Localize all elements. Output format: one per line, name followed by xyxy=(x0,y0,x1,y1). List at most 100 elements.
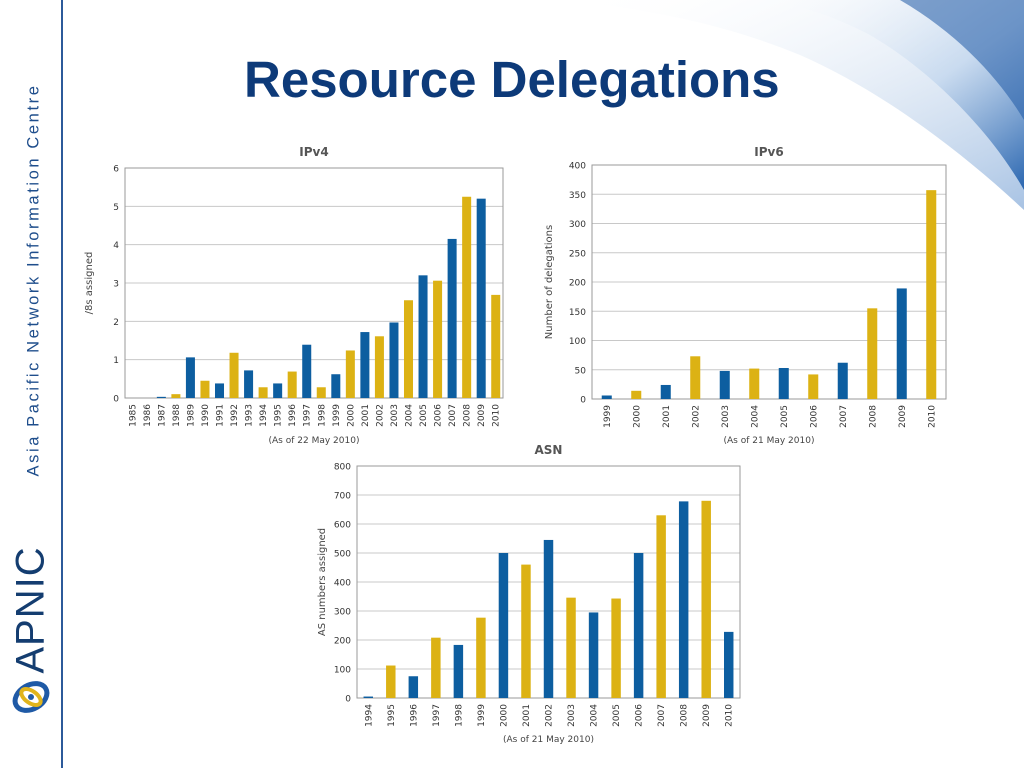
page-title: Resource Delegations xyxy=(244,51,780,108)
x-tick-label: 1985 xyxy=(128,404,138,427)
bar-2010 xyxy=(724,631,734,698)
bar-1998 xyxy=(453,644,464,698)
x-tick-label: 1994 xyxy=(364,704,374,727)
plot-frame xyxy=(591,164,947,400)
bar-1987 xyxy=(156,396,166,398)
x-tick-label: 1988 xyxy=(172,404,182,427)
sidebar-divider xyxy=(61,0,63,768)
y-axis-label: Number of delegations xyxy=(544,225,555,339)
bar-1991 xyxy=(214,383,225,398)
y-tick-label: 0 xyxy=(345,695,351,705)
x-tick-label: 1995 xyxy=(387,704,397,727)
y-tick-label: 5 xyxy=(113,203,119,213)
x-tick-label: 2000 xyxy=(632,405,642,428)
x-tick-label: 1997 xyxy=(303,404,313,427)
x-tick-label: 2004 xyxy=(405,404,415,427)
x-tick-label: 1995 xyxy=(274,404,284,427)
bar-1999 xyxy=(476,617,486,698)
bar-1997 xyxy=(302,344,312,398)
plot-frame xyxy=(124,167,504,399)
bar-1996 xyxy=(408,676,419,698)
y-tick-label: 3 xyxy=(113,280,119,290)
y-tick-label: 0 xyxy=(580,396,586,406)
bar-2003 xyxy=(389,322,399,398)
y-tick-label: 300 xyxy=(569,220,586,230)
x-tick-label: 1997 xyxy=(432,704,442,727)
x-tick-label: 2006 xyxy=(809,405,819,428)
bar-2009 xyxy=(896,288,907,399)
x-tick-label: 2000 xyxy=(346,404,356,427)
bar-1999 xyxy=(601,395,612,399)
bar-1995 xyxy=(273,383,283,398)
bar-2006 xyxy=(808,374,819,399)
x-tick-label: 2006 xyxy=(434,404,444,427)
bar-2005 xyxy=(611,598,621,698)
bar-1999 xyxy=(331,374,341,398)
bar-1992 xyxy=(229,352,239,398)
bar-1994 xyxy=(363,696,373,698)
bar-2009 xyxy=(476,198,486,398)
asn-chart: ASN 0 100 200 300 400 500 600 700 800 AS numbers a… xyxy=(317,443,741,745)
x-tick-label: 2009 xyxy=(898,405,908,428)
x-tick-label: 1987 xyxy=(157,404,167,427)
bar-2004 xyxy=(749,368,760,399)
y-tick-label: 100 xyxy=(569,337,586,347)
x-tick-label: 2000 xyxy=(499,704,509,727)
x-tick-label: 2008 xyxy=(868,405,878,428)
y-tick-label: 0 xyxy=(113,395,119,405)
y-tick-label: 200 xyxy=(334,637,351,647)
y-tick-label: 100 xyxy=(334,666,351,676)
bar-2000 xyxy=(345,350,355,398)
bar-2007 xyxy=(837,362,848,399)
bar-1988 xyxy=(171,394,181,398)
x-tick-label: 2004 xyxy=(750,405,760,428)
bar-1993 xyxy=(244,370,254,398)
x-tick-label: 2006 xyxy=(635,704,645,727)
x-tick-label: 2005 xyxy=(780,405,790,428)
chart-title: IPv4 xyxy=(299,145,328,159)
y-axis-label: AS numbers assigned xyxy=(317,528,328,636)
bar-2001 xyxy=(660,384,671,399)
bar-2000 xyxy=(631,390,642,399)
y-tick-label: 200 xyxy=(569,279,586,289)
bar-2008 xyxy=(867,308,878,399)
y-tick-label: 500 xyxy=(334,550,351,560)
x-tick-label: 1992 xyxy=(230,404,240,427)
chart-title: ASN xyxy=(535,443,563,457)
x-tick-label: 2005 xyxy=(419,404,429,427)
x-tick-label: 2004 xyxy=(590,704,600,727)
x-tick-label: 1999 xyxy=(477,704,487,727)
x-tick-label: 2002 xyxy=(375,404,385,427)
bar-2008 xyxy=(462,196,472,398)
x-tick-label: 2007 xyxy=(839,405,849,428)
x-tick-label: 1998 xyxy=(454,704,464,727)
as-of-note: (As of 21 May 2010) xyxy=(724,436,815,446)
bar-1990 xyxy=(200,380,210,398)
bar-2004 xyxy=(403,300,414,398)
apnic-logo-text: APNIC xyxy=(8,546,53,674)
x-tick-label: 2010 xyxy=(492,404,502,427)
x-tick-label: 1993 xyxy=(245,404,255,427)
x-tick-label: 2009 xyxy=(477,404,487,427)
x-tick-label: 2008 xyxy=(463,404,473,427)
x-tick-label: 2009 xyxy=(702,704,712,727)
bar-2004 xyxy=(588,612,599,698)
x-tick-label: 2008 xyxy=(680,704,690,727)
x-tick-label: 1990 xyxy=(201,404,211,427)
y-tick-label: 150 xyxy=(569,308,586,318)
bar-2010 xyxy=(926,190,937,399)
bar-2005 xyxy=(778,367,789,399)
organization-name: Asia Pacific Network Information Centre xyxy=(24,83,43,477)
x-tick-label: 1999 xyxy=(332,404,342,427)
x-tick-label: 2010 xyxy=(725,704,735,727)
as-of-note: (As of 22 May 2010) xyxy=(269,436,360,446)
bar-2005 xyxy=(418,275,428,398)
x-tick-label: 1989 xyxy=(186,404,196,427)
x-tick-label: 1994 xyxy=(259,404,269,427)
x-tick-label: 2003 xyxy=(567,704,577,727)
x-tick-label: 1996 xyxy=(288,404,298,427)
apnic-swirl-icon xyxy=(12,681,50,713)
y-tick-label: 300 xyxy=(334,608,351,618)
